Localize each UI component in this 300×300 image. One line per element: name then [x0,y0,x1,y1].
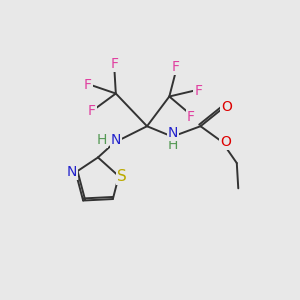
Text: F: F [194,84,202,98]
Text: F: F [84,78,92,92]
Text: F: F [88,104,96,118]
Text: O: O [220,135,231,149]
Text: N: N [111,133,121,147]
Text: N: N [168,126,178,140]
Text: F: F [187,110,195,124]
Text: O: O [221,100,232,114]
Text: N: N [67,165,77,179]
Text: F: F [172,60,180,74]
Text: F: F [110,57,118,71]
Text: S: S [118,169,127,184]
Text: H: H [168,138,178,152]
Text: H: H [97,133,107,147]
